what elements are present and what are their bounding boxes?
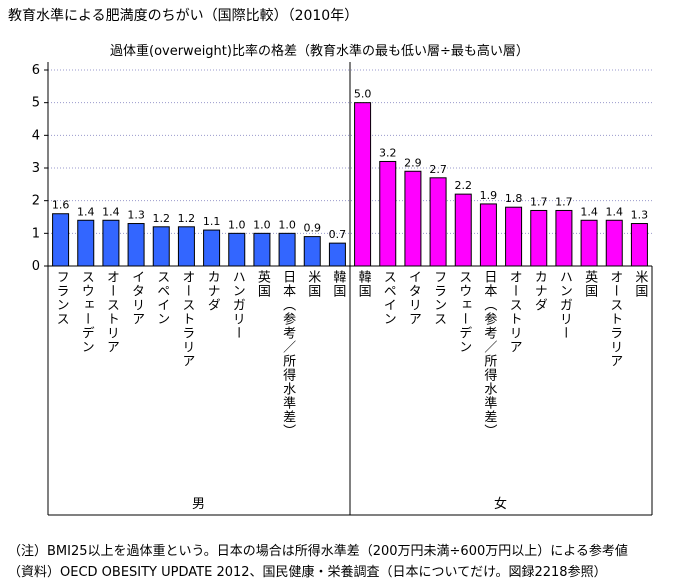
category-label: スペイン <box>154 270 170 326</box>
y-tick-label: 1 <box>32 226 40 241</box>
bar <box>177 226 195 267</box>
data-label: 1.0 <box>228 218 246 231</box>
bar <box>630 223 648 267</box>
data-label: 1.4 <box>102 205 120 218</box>
data-label: 1.0 <box>278 218 296 231</box>
bar <box>52 213 70 267</box>
bar <box>354 102 372 267</box>
data-label: 1.4 <box>580 205 598 218</box>
category-label: スウェーデン <box>78 270 94 354</box>
bar <box>253 232 271 267</box>
bar <box>127 223 145 267</box>
y-tick-label: 2 <box>32 194 40 209</box>
category-label: ハンガリー <box>556 270 572 340</box>
data-label: 1.7 <box>555 195 573 208</box>
category-label: 英国 <box>582 270 598 298</box>
bar <box>479 203 497 267</box>
data-label: 0.9 <box>304 222 322 235</box>
category-label: オーストラリア <box>179 270 195 368</box>
data-label: 2.7 <box>429 163 447 176</box>
footnote-note: （注）BMI25以上を過体重という。日本の場合は所得水準差（200万円未満÷60… <box>8 544 628 559</box>
category-label: 韓国 <box>355 270 371 298</box>
data-label: 5.0 <box>354 88 372 101</box>
data-label: 2.2 <box>455 179 473 192</box>
group-label: 女 <box>494 497 508 512</box>
bar <box>77 219 95 267</box>
data-label: 1.2 <box>153 212 171 225</box>
y-tick-label: 0 <box>32 259 40 274</box>
bar <box>454 193 472 267</box>
bar <box>404 170 422 267</box>
y-tick-label: 5 <box>32 96 40 111</box>
data-label: 3.2 <box>379 146 397 159</box>
data-label: 0.7 <box>329 228 347 241</box>
category-label: 英国 <box>254 270 270 298</box>
category-label: オーストリア <box>506 270 522 354</box>
category-label: イタリア <box>405 270 421 326</box>
data-label: 1.4 <box>606 205 624 218</box>
category-label: フランス <box>431 270 447 326</box>
category-label: 米国 <box>305 270 321 298</box>
category-label: スペイン <box>380 270 396 326</box>
bar <box>102 219 120 267</box>
data-label: 2.9 <box>404 156 422 169</box>
bar <box>303 236 321 267</box>
category-label: フランス <box>53 270 69 326</box>
bar <box>228 232 246 267</box>
data-label: 1.3 <box>127 209 145 222</box>
page-title: 教育水準による肥満度のちがい（国際比較）（2010年） <box>8 8 359 24</box>
data-label: 1.8 <box>505 192 523 205</box>
bar <box>379 160 397 267</box>
category-label: ハンガリー <box>229 270 245 340</box>
bar <box>429 177 447 267</box>
data-label: 1.2 <box>178 212 196 225</box>
category-label: オーストラリア <box>607 270 623 368</box>
data-label: 1.7 <box>530 195 548 208</box>
category-label: 米国 <box>632 270 648 298</box>
data-label: 1.0 <box>253 218 271 231</box>
category-label: イタリア <box>129 270 145 326</box>
bar <box>555 209 573 267</box>
category-label: 日本（参考／所得水準差） <box>481 270 497 438</box>
footnote-source: （資料）OECD OBESITY UPDATE 2012、国民健康・栄養調査（日… <box>8 565 607 580</box>
category-label: オーストリア <box>103 270 119 354</box>
category-label: スウェーデン <box>456 270 472 354</box>
bar <box>203 229 221 267</box>
bar <box>505 206 523 267</box>
bar <box>580 219 598 267</box>
data-label: 1.4 <box>77 205 95 218</box>
y-tick-label: 3 <box>32 161 40 176</box>
data-label: 1.9 <box>480 189 498 202</box>
bar <box>152 226 170 267</box>
category-label: カナダ <box>204 270 220 312</box>
data-label: 1.1 <box>203 215 221 228</box>
y-tick-label: 6 <box>32 63 40 78</box>
group-label: 男 <box>192 497 206 512</box>
category-label: 韓国 <box>330 270 346 298</box>
bar <box>278 232 296 267</box>
data-label: 1.3 <box>631 209 649 222</box>
category-label: カナダ <box>531 270 547 312</box>
data-label: 1.6 <box>52 199 70 212</box>
y-tick-label: 4 <box>32 128 40 143</box>
bar <box>605 219 623 267</box>
bar <box>530 209 548 267</box>
chart-title: 過体重(overweight)比率の格差（教育水準の最も低い層÷最も高い層） <box>110 44 529 59</box>
bar <box>328 242 346 267</box>
category-label: 日本（参考／所得水準差） <box>280 270 296 438</box>
